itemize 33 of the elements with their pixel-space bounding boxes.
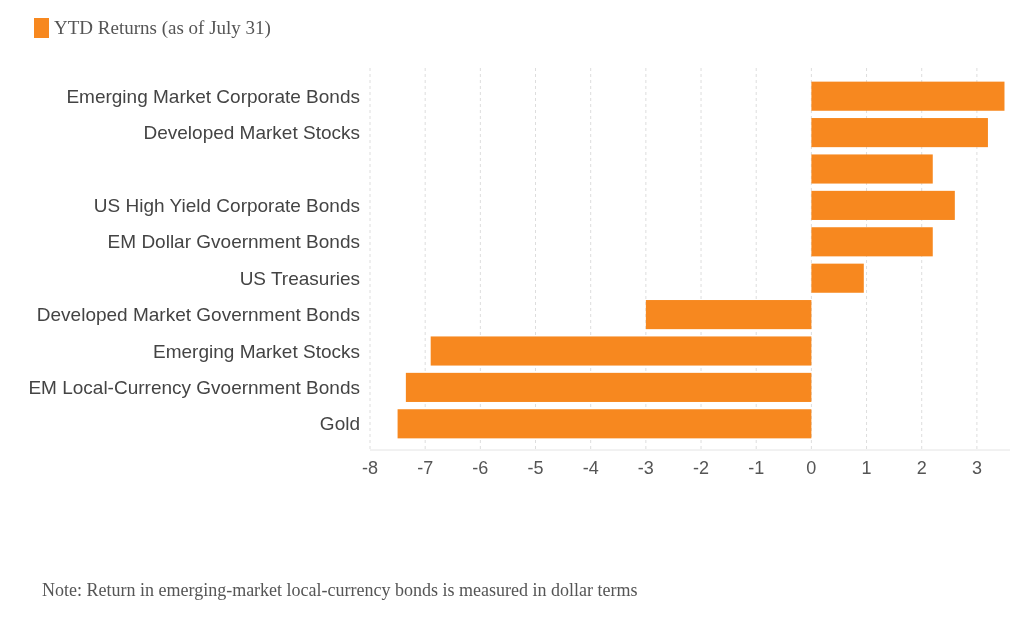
bar [811, 81, 1005, 111]
y-tick-label: EM Dollar Gvoernment Bonds [107, 231, 360, 253]
y-tick-label: Emerging Market Corporate Bonds [66, 85, 360, 107]
bar [645, 300, 812, 330]
bar [811, 227, 933, 257]
y-tick-label: Developed Market Stocks [143, 122, 360, 144]
x-tick-label: -2 [693, 458, 710, 478]
x-tick-label: -8 [361, 458, 379, 478]
bar [430, 336, 812, 366]
x-tick-label: -5 [527, 458, 544, 478]
bar [811, 118, 988, 148]
y-tick-label: US Treasuries [239, 267, 360, 289]
x-tick-label: -1 [748, 458, 765, 478]
bar [811, 263, 864, 293]
x-tick-label: 3 [971, 458, 982, 478]
text: Note: Return in emerging-market local-currency bonds is measured in dollar terms [42, 580, 638, 600]
x-tick-label: -6 [472, 458, 489, 478]
y-tick-label: Developed Market Government Bonds [36, 304, 360, 326]
x-tick-label: 2 [916, 458, 927, 478]
x-tick-label: 1 [861, 458, 872, 478]
x-tick-label: 0 [806, 458, 817, 478]
y-tick-label: Emerging Market Stocks [153, 340, 360, 362]
y-tick-label: Gold [319, 413, 360, 435]
x-tick-label: -4 [582, 458, 599, 478]
bar [405, 372, 812, 402]
x-tick-label: -3 [637, 458, 654, 478]
bar [811, 154, 933, 184]
bar [811, 190, 955, 220]
x-tick-label: -7 [417, 458, 434, 478]
y-tick-label: US High Yield Corporate Bonds [93, 195, 360, 217]
y-tick-label: EM Local-Currency Gvoernment Bonds [28, 377, 360, 399]
bar [397, 409, 812, 439]
legend-label: YTD Returns (as of July 31) [54, 17, 271, 39]
